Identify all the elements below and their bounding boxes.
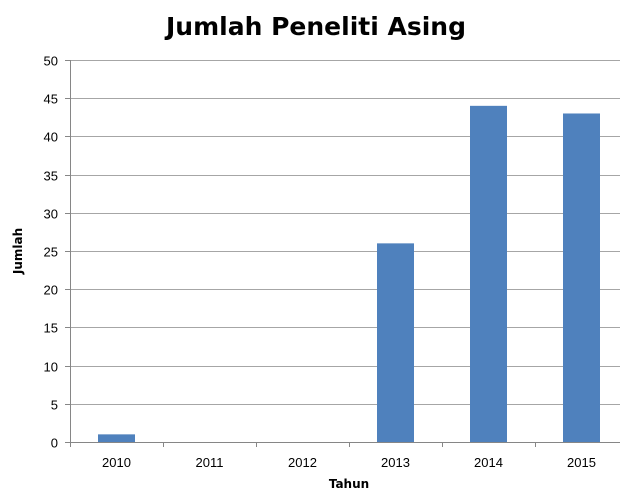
y-tick-label: 40 bbox=[44, 130, 58, 145]
bars bbox=[98, 105, 600, 442]
x-tick-label: 2010 bbox=[102, 455, 131, 470]
x-tick-label: 2012 bbox=[288, 455, 317, 470]
y-axis-title: Jumlah bbox=[11, 228, 25, 275]
y-tick-label: 25 bbox=[44, 245, 58, 260]
y-tick-label: 0 bbox=[51, 436, 58, 451]
gridlines bbox=[70, 60, 620, 405]
axes bbox=[65, 60, 620, 447]
y-tick-label: 50 bbox=[44, 54, 58, 69]
y-tick-label: 5 bbox=[51, 398, 58, 413]
y-tick-label: 10 bbox=[44, 360, 58, 375]
x-tick-label: 2015 bbox=[567, 455, 596, 470]
y-tick-label: 45 bbox=[44, 92, 58, 107]
bar-2010 bbox=[98, 434, 135, 442]
x-tick-label: 2014 bbox=[474, 455, 503, 470]
y-tick-label: 15 bbox=[44, 321, 58, 336]
y-tick-labels: 0 5 10 15 20 25 30 35 40 45 50 bbox=[44, 54, 58, 451]
y-tick-label: 30 bbox=[44, 207, 58, 222]
y-tick-label: 35 bbox=[44, 169, 58, 184]
x-tick-labels: 2010 2011 2012 2013 2014 2015 bbox=[102, 455, 596, 470]
x-axis-title: Tahun bbox=[329, 477, 369, 489]
x-tick-label: 2011 bbox=[196, 455, 224, 470]
x-tick-label: 2013 bbox=[381, 455, 410, 470]
bar-2013 bbox=[377, 243, 414, 442]
bar-2014 bbox=[470, 105, 507, 442]
y-tick-label: 20 bbox=[44, 283, 58, 298]
chart-title: Jumlah Peneliti Asing bbox=[164, 12, 466, 41]
bar-2015 bbox=[563, 113, 600, 442]
